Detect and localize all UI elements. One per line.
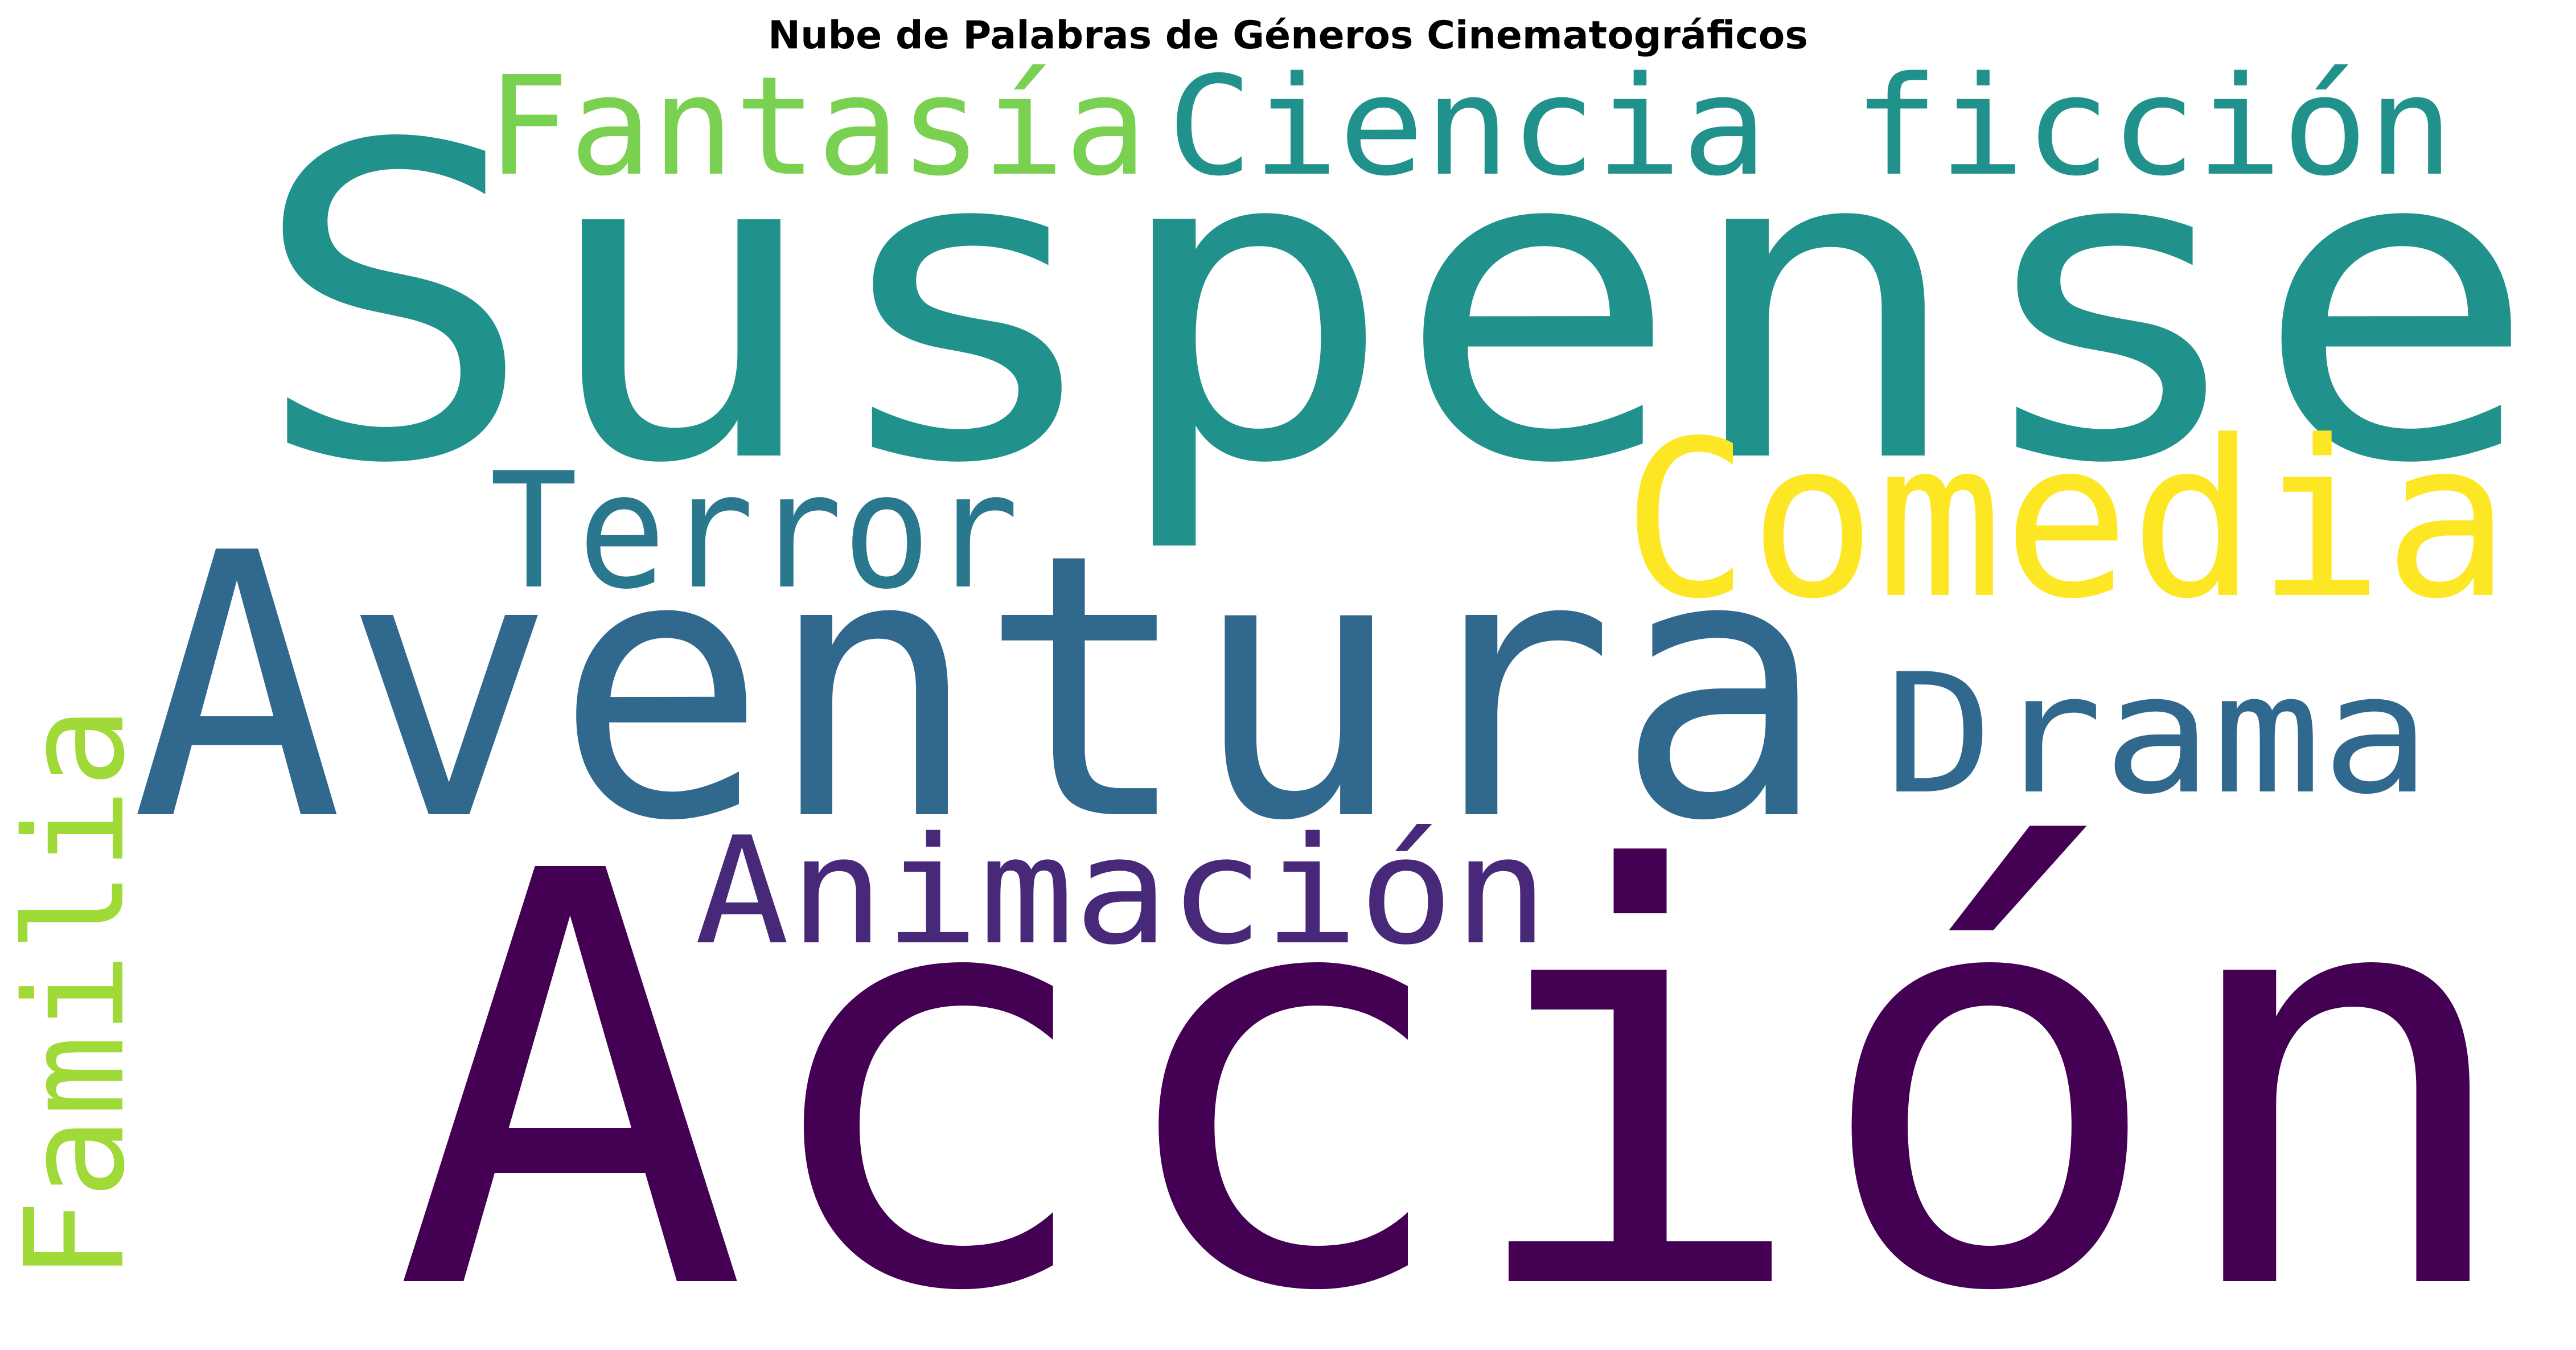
word-suspense: Suspense (250, 55, 2539, 558)
chart-title: Nube de Palabras de Géneros Cinematográf… (768, 13, 1808, 58)
word-drama: Drama (1884, 639, 2431, 831)
word-familia: Familia (0, 706, 155, 1281)
word-fantasia: Fantasía (487, 47, 1147, 206)
word-comedia: Comedia (1622, 394, 2511, 646)
word-aventura: Aventura (131, 476, 1827, 900)
word-animacion: Animación (695, 806, 1548, 978)
word-accion: Acción (393, 753, 2522, 1350)
word-ciencia-ficcion: Ciencia ficción (1167, 47, 2454, 206)
word-terror: Terror (490, 439, 1019, 625)
